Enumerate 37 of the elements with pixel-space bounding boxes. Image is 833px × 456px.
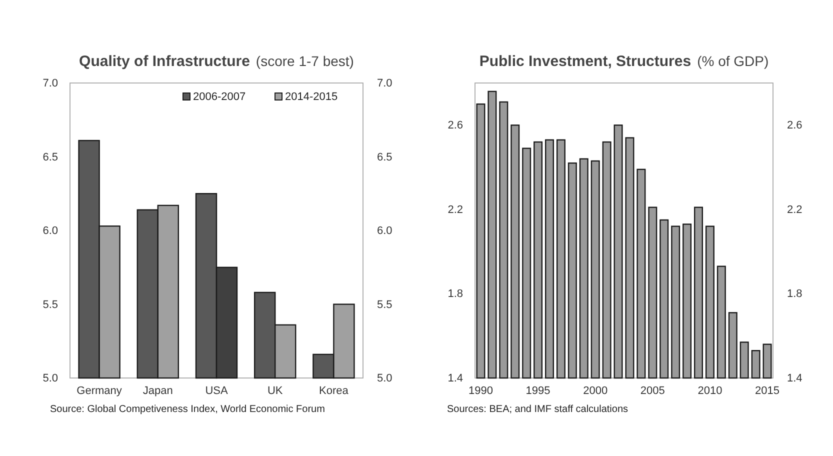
y2-tick-label: 5.5 [377, 298, 392, 311]
x-tick-label: 2000 [583, 384, 608, 397]
y-tick-label: 7.0 [42, 78, 58, 90]
x-tick-label: 1995 [526, 384, 550, 397]
y-tick-label: 6.0 [42, 225, 58, 238]
y-tick-label: 2.6 [448, 120, 463, 132]
x-tick-label: 2005 [640, 384, 665, 397]
y2-tick-label: 6.5 [377, 151, 392, 164]
x-tick-label: Korea [319, 384, 350, 397]
y-tick-label: 1.4 [448, 372, 463, 385]
chart-subtitle: (score 1-7 best) [256, 53, 354, 69]
y2-tick-label: 1.8 [787, 288, 802, 300]
y2-tick-label: 1.4 [787, 372, 802, 385]
legend-label: 2006-2007 [193, 91, 246, 103]
x-tick-label: Japan [142, 384, 173, 397]
source-note: Source: Global Competiveness Index, World Economic Forum [50, 404, 325, 415]
chart-title: Public Investment, Structures [479, 53, 692, 70]
y2-tick-label: 2.2 [787, 204, 802, 216]
y-tick-label: 1.8 [448, 288, 463, 300]
x-tick-label: 2015 [755, 384, 780, 397]
y-tick-label: 2.2 [448, 204, 463, 216]
source-note: Sources: BEA; and IMF staff calculations [447, 404, 628, 415]
legend-label: 2014-2015 [285, 91, 338, 103]
x-tick-label: UK [267, 384, 284, 397]
x-tick-label: 1990 [468, 384, 493, 397]
y2-tick-label: 5.0 [377, 372, 392, 385]
y-tick-label: 5.5 [42, 298, 58, 311]
chart-subtitle: (% of GDP) [697, 53, 769, 69]
y2-tick-label: 2.6 [787, 120, 802, 132]
chart-title: Quality of Infrastructure [79, 53, 250, 70]
y-tick-label: 5.0 [42, 372, 58, 385]
x-tick-label: Germany [76, 384, 122, 397]
x-tick-label: 2010 [698, 384, 722, 397]
y2-tick-label: 6.0 [377, 225, 392, 238]
y2-tick-label: 7.0 [377, 78, 392, 90]
y-tick-label: 6.5 [42, 151, 58, 164]
x-tick-label: USA [205, 384, 228, 397]
